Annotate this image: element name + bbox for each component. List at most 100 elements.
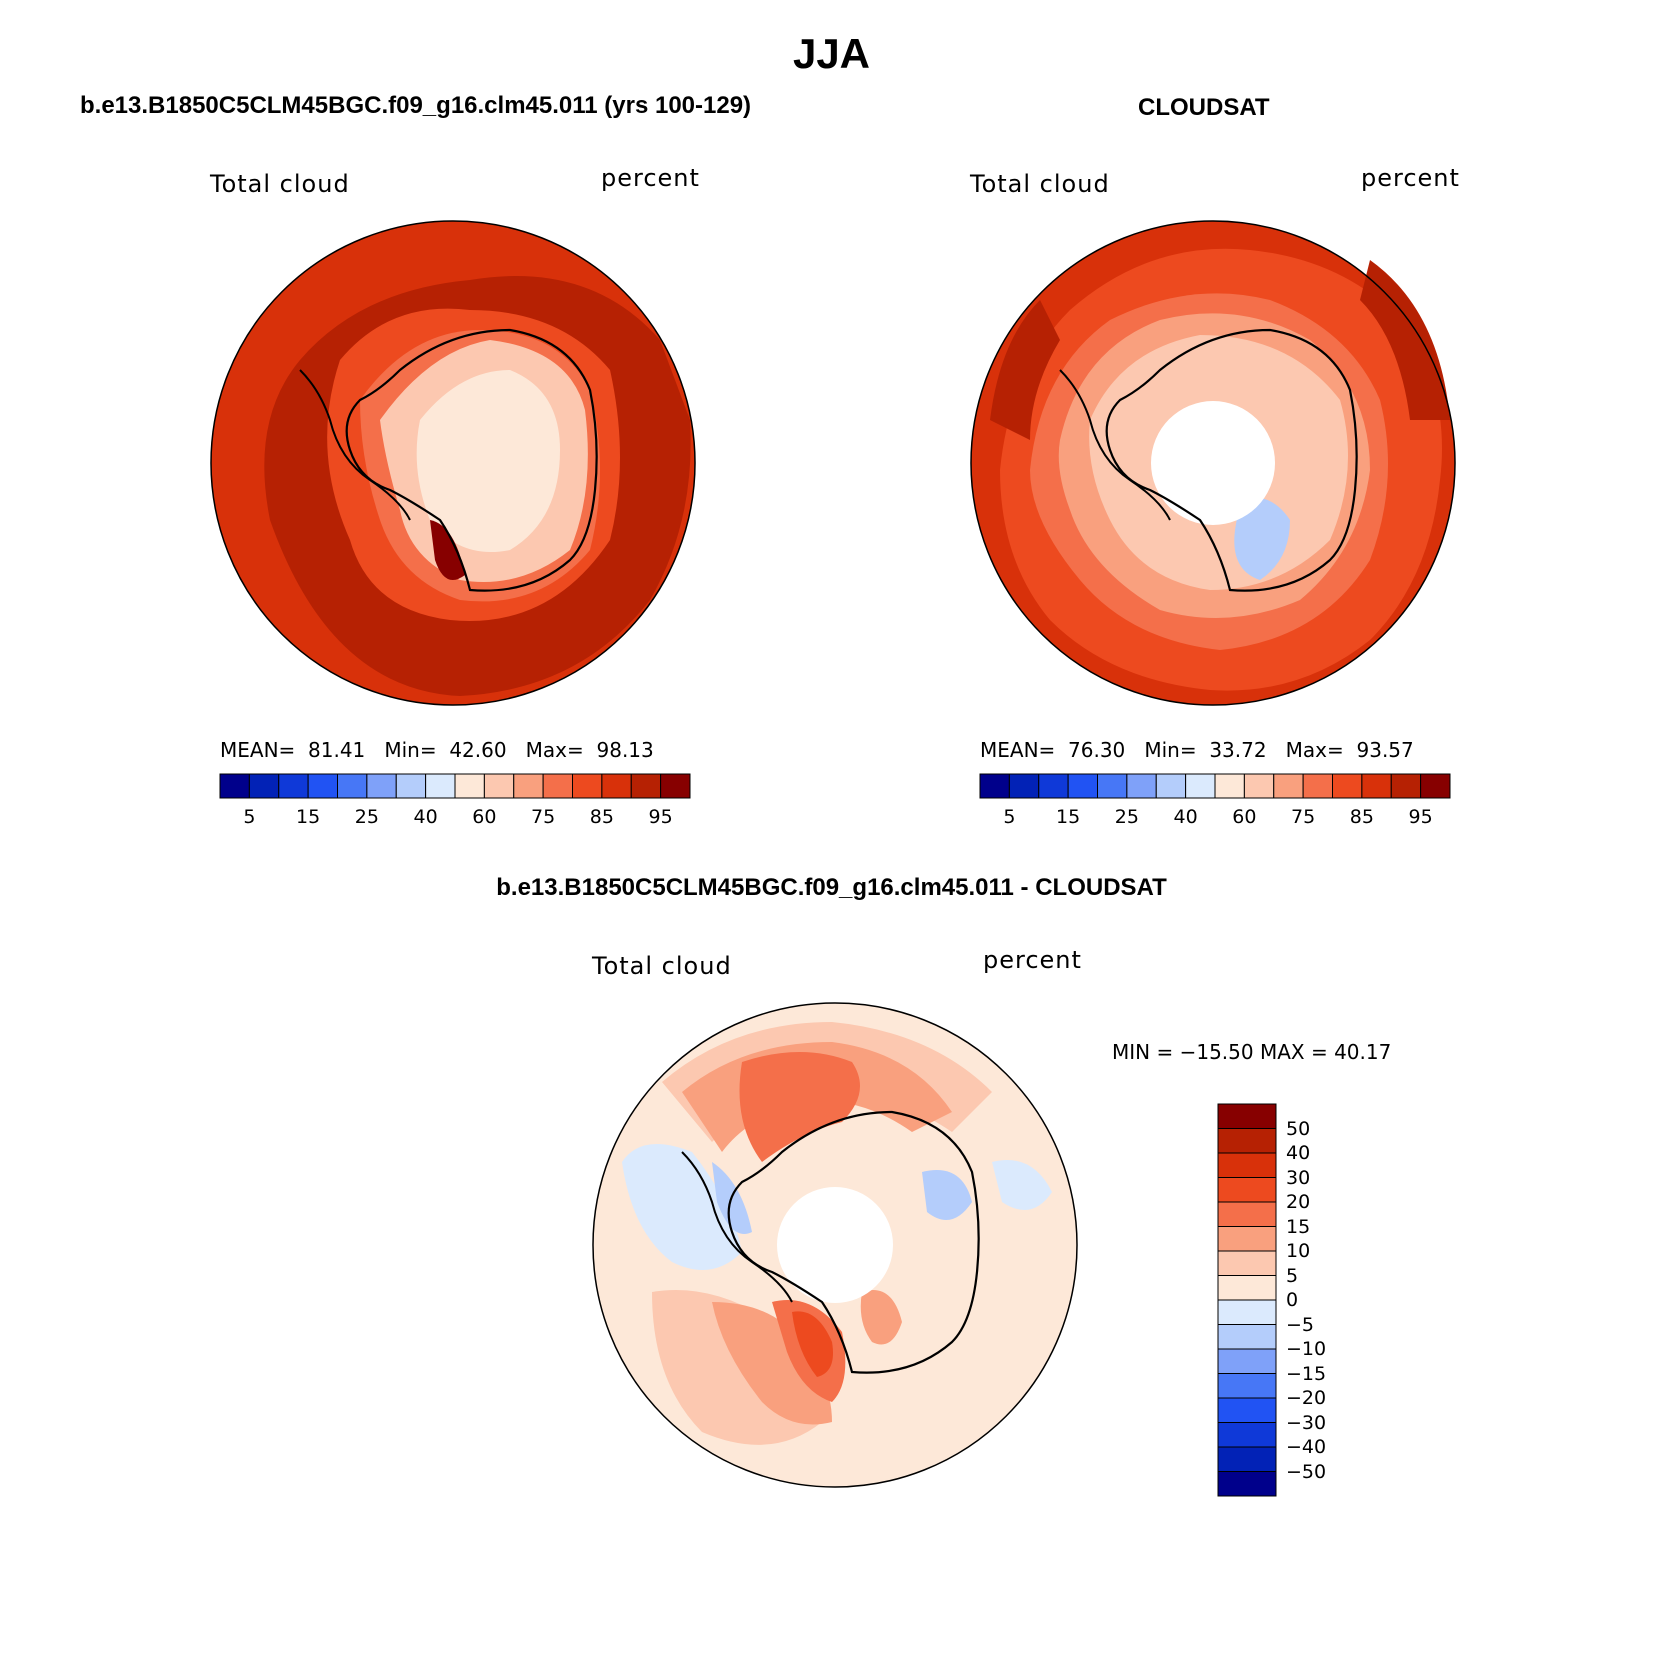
colorbar-swatch xyxy=(278,773,309,799)
colorbar-swatch xyxy=(1217,1422,1277,1448)
diff-colorbar-ticks: 50 40 30 20 15 10 5 0 −5 −10 −15 −20 −30 −40 −50 xyxy=(1286,1104,1356,1496)
colorbar-swatch xyxy=(307,773,338,799)
colorbar-tick-label: 60 xyxy=(1232,806,1257,828)
colorbar-tick-label: −15 xyxy=(1286,1362,1327,1385)
colorbar-tick-label: 40 xyxy=(1286,1142,1311,1164)
model-panel-title: b.e13.B1850C5CLM45BGC.f09_g16.clm45.011 … xyxy=(80,92,752,119)
colorbar-swatch xyxy=(1217,1226,1277,1252)
obs-stats: MEAN= 76.30 Min= 33.72 Max= 93.57 xyxy=(980,738,1414,762)
model-units-label: percent xyxy=(601,164,700,192)
colorbar-tick-label: 75 xyxy=(1291,806,1316,828)
colorbar-swatch xyxy=(425,773,456,799)
obs-panel-title: CLOUDSAT xyxy=(1138,94,1270,121)
colorbar-swatch xyxy=(337,773,368,799)
colorbar-swatch xyxy=(1067,773,1098,799)
obs-polar-map xyxy=(970,220,1456,706)
colorbar-swatch xyxy=(1217,1201,1277,1227)
colorbar-tick-label: −40 xyxy=(1286,1436,1327,1458)
obs-colorbar xyxy=(979,773,1451,799)
obs-units-label: percent xyxy=(1361,164,1460,192)
obs-colorbar-ticks: 5 15 25 40 60 75 85 95 xyxy=(980,806,1450,830)
colorbar-swatch xyxy=(219,773,250,799)
colorbar-swatch xyxy=(542,773,573,799)
colorbar-swatch xyxy=(1008,773,1040,799)
colorbar-swatch xyxy=(1420,773,1451,799)
figure-title: JJA xyxy=(792,30,871,77)
colorbar-tick-label: 50 xyxy=(1286,1117,1311,1140)
model-polar-map xyxy=(210,220,696,706)
colorbar-tick-label: 10 xyxy=(1286,1240,1311,1262)
colorbar-tick-label: 25 xyxy=(354,806,379,828)
colorbar-tick-label: 85 xyxy=(1349,806,1374,828)
colorbar-swatch xyxy=(483,773,515,799)
colorbar-swatch xyxy=(1332,773,1363,799)
colorbar-swatch xyxy=(1243,773,1275,799)
colorbar-swatch xyxy=(395,773,427,799)
diff-units-label: percent xyxy=(983,946,1082,974)
colorbar-swatch xyxy=(1217,1177,1277,1203)
colorbar-swatch xyxy=(1217,1471,1277,1497)
colorbar-tick-label: 5 xyxy=(1286,1264,1299,1287)
colorbar-tick-label: 60 xyxy=(472,806,497,828)
diff-variable-label: Total cloud xyxy=(592,952,732,980)
colorbar-tick-label: −50 xyxy=(1286,1460,1327,1483)
colorbar-swatch xyxy=(1155,773,1187,799)
diff-polar-map xyxy=(592,1002,1078,1488)
colorbar-swatch xyxy=(601,773,632,799)
colorbar-swatch xyxy=(454,773,485,799)
colorbar-tick-label: 75 xyxy=(531,806,556,828)
colorbar-swatch xyxy=(1217,1397,1277,1423)
colorbar-swatch xyxy=(248,773,280,799)
diff-stats: MIN = −15.50 MAX = 40.17 xyxy=(1112,1040,1392,1064)
colorbar-swatch xyxy=(1217,1373,1277,1399)
colorbar-tick-label: 25 xyxy=(1114,806,1139,828)
colorbar-tick-label: 0 xyxy=(1286,1289,1299,1311)
colorbar-swatch xyxy=(1390,773,1422,799)
colorbar-tick-label: 30 xyxy=(1286,1166,1311,1189)
colorbar-tick-label: −5 xyxy=(1286,1313,1315,1336)
obs-variable-label: Total cloud xyxy=(970,170,1110,198)
colorbar-swatch xyxy=(1217,1299,1277,1325)
model-stats: MEAN= 81.41 Min= 42.60 Max= 98.13 xyxy=(220,738,654,762)
model-colorbar xyxy=(219,773,691,799)
colorbar-swatch xyxy=(979,773,1010,799)
colorbar-swatch xyxy=(572,773,603,799)
diff-colorbar xyxy=(1217,1103,1277,1497)
colorbar-tick-label: 15 xyxy=(296,806,321,828)
colorbar-swatch xyxy=(1217,1446,1277,1472)
colorbar-tick-label: 5 xyxy=(1003,806,1016,828)
colorbar-swatch xyxy=(1217,1324,1277,1350)
colorbar-tick-label: 15 xyxy=(1286,1215,1311,1238)
colorbar-swatch xyxy=(366,773,397,799)
colorbar-swatch xyxy=(1217,1348,1277,1374)
colorbar-tick-label: 20 xyxy=(1286,1191,1311,1213)
colorbar-tick-label: 40 xyxy=(1173,806,1198,828)
colorbar-swatch xyxy=(1097,773,1128,799)
colorbar-swatch xyxy=(660,773,691,799)
colorbar-swatch xyxy=(1361,773,1392,799)
colorbar-swatch xyxy=(513,773,544,799)
colorbar-tick-label: 5 xyxy=(243,806,256,828)
colorbar-tick-label: −10 xyxy=(1286,1338,1327,1360)
colorbar-swatch xyxy=(1217,1152,1277,1178)
model-colorbar-ticks: 5 15 25 40 60 75 85 95 xyxy=(220,806,690,830)
colorbar-swatch xyxy=(1217,1250,1277,1276)
colorbar-swatch xyxy=(1214,773,1245,799)
colorbar-tick-label: −30 xyxy=(1286,1411,1327,1434)
colorbar-swatch xyxy=(1302,773,1333,799)
colorbar-tick-label: 40 xyxy=(413,806,438,828)
colorbar-swatch xyxy=(1217,1275,1277,1301)
colorbar-swatch xyxy=(1217,1128,1277,1154)
colorbar-swatch xyxy=(1273,773,1304,799)
colorbar-tick-label: 85 xyxy=(589,806,614,828)
model-variable-label: Total cloud xyxy=(210,170,350,198)
colorbar-tick-label: 95 xyxy=(1408,806,1433,828)
colorbar-swatch xyxy=(1185,773,1216,799)
colorbar-tick-label: −20 xyxy=(1286,1387,1327,1409)
colorbar-swatch xyxy=(1217,1103,1277,1129)
colorbar-tick-label: 95 xyxy=(648,806,673,828)
diff-panel-title: b.e13.B1850C5CLM45BGC.f09_g16.clm45.011 … xyxy=(496,874,1167,901)
colorbar-swatch xyxy=(630,773,662,799)
colorbar-swatch xyxy=(1126,773,1157,799)
colorbar-tick-label: 15 xyxy=(1056,806,1081,828)
